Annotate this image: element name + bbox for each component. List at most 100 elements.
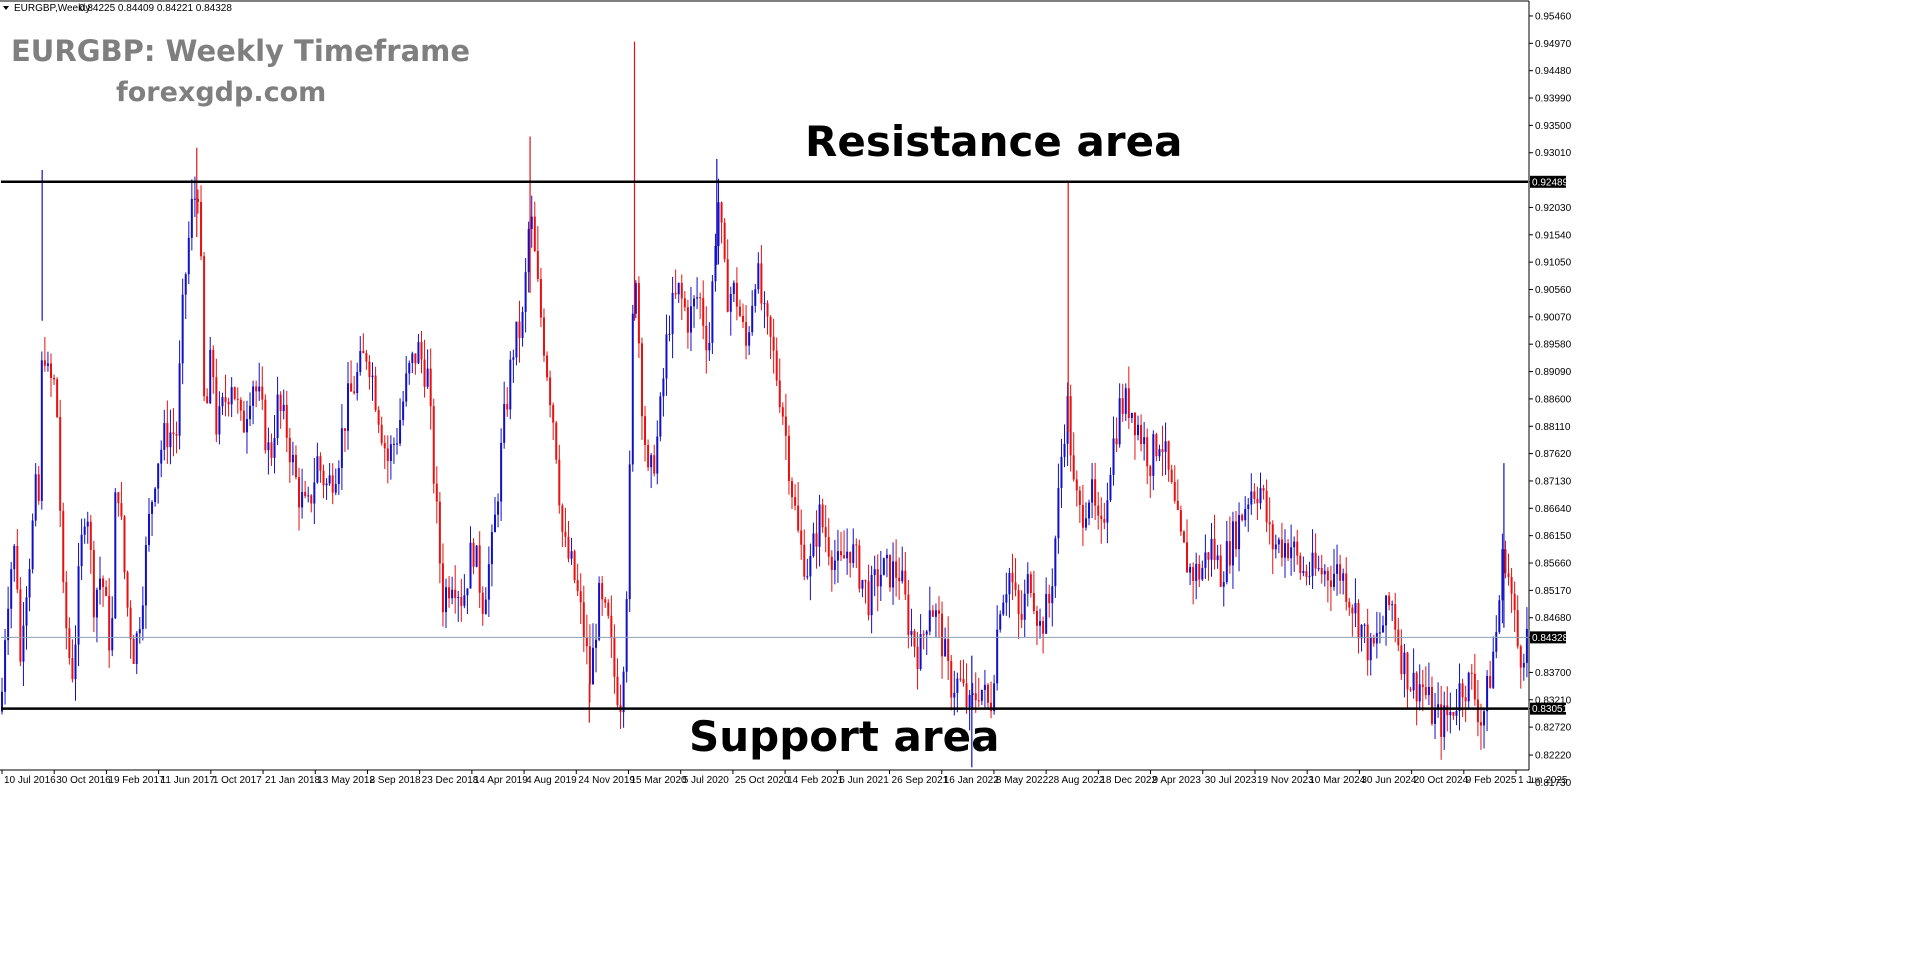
- candle-body: [1008, 572, 1011, 595]
- candle-body: [533, 216, 536, 252]
- candle-body: [282, 404, 285, 412]
- candle-body: [1017, 590, 1020, 615]
- candle-body: [506, 404, 509, 410]
- candle-body: [212, 349, 215, 378]
- candle-body: [493, 514, 496, 533]
- candle-body: [22, 625, 25, 662]
- candle-body: [1329, 580, 1332, 587]
- time-tick-label: 1 Jun 2025: [1518, 775, 1568, 786]
- candle-body: [71, 658, 74, 680]
- candle-body: [1051, 586, 1054, 604]
- candle-body: [1155, 434, 1158, 457]
- candle-body: [1256, 498, 1259, 504]
- candle-body: [1167, 441, 1170, 470]
- price-level-badge: [1530, 631, 1566, 644]
- candle-body: [187, 237, 190, 275]
- symbol-label: EURGBP,Weekly: [14, 3, 90, 14]
- candle-body: [588, 646, 591, 685]
- candle-body: [1100, 515, 1103, 520]
- candle-body: [509, 359, 512, 410]
- candle-body: [1366, 624, 1369, 661]
- menu-triangle-icon[interactable]: [3, 6, 9, 10]
- candle-body: [74, 644, 77, 680]
- candle-body: [178, 363, 181, 436]
- price-level-label: 0.83051: [1532, 704, 1569, 715]
- candle-body: [907, 594, 910, 635]
- candle-body: [80, 534, 83, 567]
- candle-body: [1440, 704, 1443, 737]
- candle-body: [16, 545, 19, 590]
- candle-body: [631, 313, 634, 465]
- candle-body: [1437, 704, 1440, 708]
- candle-body: [1296, 541, 1299, 556]
- candle-body: [227, 401, 230, 405]
- candle-body: [1213, 538, 1216, 561]
- candle-body: [448, 587, 451, 599]
- candle-body: [1075, 479, 1078, 491]
- candle-body: [974, 693, 977, 701]
- candle-body: [1486, 675, 1489, 712]
- price-tick-label: 0.94970: [1535, 39, 1572, 50]
- candle-body: [696, 297, 699, 299]
- candle-body: [215, 377, 218, 435]
- candle-body: [699, 297, 702, 299]
- candle-body: [117, 492, 120, 504]
- candle-body: [1103, 519, 1106, 523]
- candle-body: [567, 536, 570, 559]
- candle-body: [1504, 549, 1507, 574]
- candle-body: [255, 386, 258, 392]
- candle-body: [1189, 567, 1192, 573]
- candle-body: [677, 283, 680, 295]
- candle-body: [1244, 509, 1247, 521]
- price-tick-label: 0.81730: [1535, 778, 1572, 789]
- time-tick-label: 6 Jun 2021: [839, 775, 889, 786]
- price-tick-label: 0.90070: [1535, 312, 1572, 323]
- candle-body: [830, 556, 833, 570]
- candle-body: [999, 614, 1002, 630]
- candle-body: [414, 353, 417, 364]
- candle-body: [846, 551, 849, 559]
- candle-body: [815, 533, 818, 547]
- candle-body: [659, 396, 662, 437]
- candle-body: [650, 455, 653, 468]
- time-tick-label: 5 Jul 2020: [683, 775, 730, 786]
- candle-body: [867, 581, 870, 616]
- candle-body: [944, 639, 947, 657]
- candle-body: [990, 702, 993, 712]
- candle-body: [451, 589, 454, 599]
- candle-body: [4, 640, 7, 692]
- candle-body: [1060, 456, 1063, 488]
- candle-body: [1305, 571, 1308, 577]
- candle-body: [294, 454, 297, 478]
- candle-body: [702, 298, 705, 326]
- candle-body: [674, 292, 677, 295]
- candle-body: [500, 442, 503, 502]
- candle-body: [68, 628, 71, 659]
- chart-annotation-title: EURGBP: Weekly Timeframe: [11, 34, 470, 68]
- candle-body: [365, 353, 368, 362]
- candle-body: [1332, 573, 1335, 587]
- candle-body: [849, 551, 852, 564]
- candle-body: [1078, 490, 1081, 505]
- candle-body: [28, 569, 31, 598]
- candle-body: [285, 404, 288, 438]
- candle-body: [270, 442, 273, 458]
- time-tick-label: 16 Jan 2022: [944, 775, 999, 786]
- candle-body: [515, 321, 518, 358]
- candle-body: [549, 377, 552, 406]
- candle-body: [135, 633, 138, 664]
- candle-body: [671, 292, 674, 334]
- candle-body: [1164, 441, 1167, 452]
- candle-body: [1143, 437, 1146, 444]
- candle-body: [267, 442, 270, 451]
- candle-body: [858, 545, 861, 589]
- candle-body: [408, 363, 411, 374]
- candle-body: [236, 398, 239, 400]
- candle-body: [1032, 592, 1035, 611]
- candle-body: [622, 671, 625, 713]
- candle-body: [200, 201, 203, 257]
- candle-body: [129, 607, 132, 640]
- candle-body: [478, 545, 481, 593]
